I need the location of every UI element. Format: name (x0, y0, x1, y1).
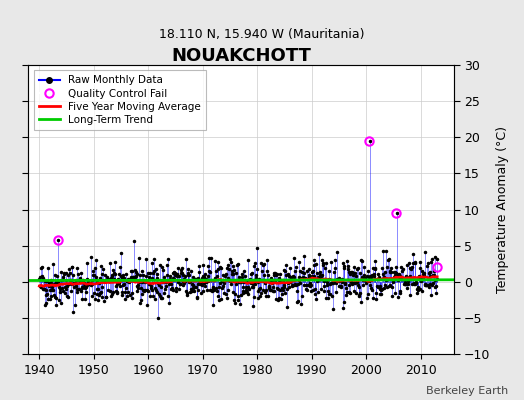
Y-axis label: Temperature Anomaly (°C): Temperature Anomaly (°C) (496, 126, 509, 293)
Legend: Raw Monthly Data, Quality Control Fail, Five Year Moving Average, Long-Term Tren: Raw Monthly Data, Quality Control Fail, … (34, 70, 206, 130)
Text: 18.110 N, 15.940 W (Mauritania): 18.110 N, 15.940 W (Mauritania) (159, 28, 365, 41)
Text: Berkeley Earth: Berkeley Earth (426, 386, 508, 396)
Title: NOUAKCHOTT: NOUAKCHOTT (171, 47, 311, 65)
